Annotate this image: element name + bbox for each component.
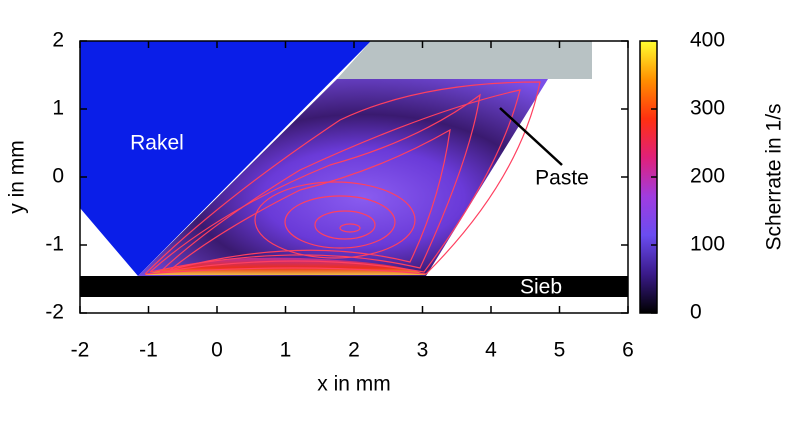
y-tick-label: 0 — [52, 165, 64, 188]
annotation: Rakel — [130, 132, 184, 155]
colorbar-tick-label: 400 — [690, 29, 725, 52]
rakel-region — [80, 41, 371, 276]
colorbar-title: Scherrate in 1/s — [763, 103, 786, 250]
high-shear-zone — [145, 257, 426, 275]
y-tick-label: 2 — [52, 29, 64, 52]
x-tick-label: -1 — [139, 339, 158, 362]
colorbar-tick-label: 200 — [690, 165, 725, 188]
colorbar-tick-label: 300 — [690, 97, 725, 120]
field — [80, 41, 628, 297]
colorbar-tick-label: 100 — [690, 233, 725, 256]
colorbar-tick-label: 0 — [690, 301, 702, 324]
x-tick-label: 2 — [348, 339, 360, 362]
y-axis-title: y in mm — [6, 140, 29, 214]
annotation: Paste — [535, 167, 589, 190]
y-tick-label: -1 — [45, 233, 64, 256]
x-tick-label: -2 — [71, 339, 90, 362]
y-tick-label: 1 — [52, 97, 64, 120]
x-tick-label: 0 — [211, 339, 223, 362]
x-tick-label: 4 — [485, 339, 497, 362]
grey-region — [337, 41, 592, 79]
x-axis-title: x in mm — [317, 373, 391, 396]
y-tick-label: -2 — [45, 301, 64, 324]
sieb — [80, 276, 628, 297]
annotation: Sieb — [520, 276, 562, 299]
x-tick-label: 6 — [622, 339, 634, 362]
streamlines — [144, 81, 541, 275]
x-tick-label: 1 — [280, 339, 292, 362]
pointer — [499, 107, 563, 166]
x-tick-label: 3 — [417, 339, 429, 362]
x-tick-label: 5 — [554, 339, 566, 362]
